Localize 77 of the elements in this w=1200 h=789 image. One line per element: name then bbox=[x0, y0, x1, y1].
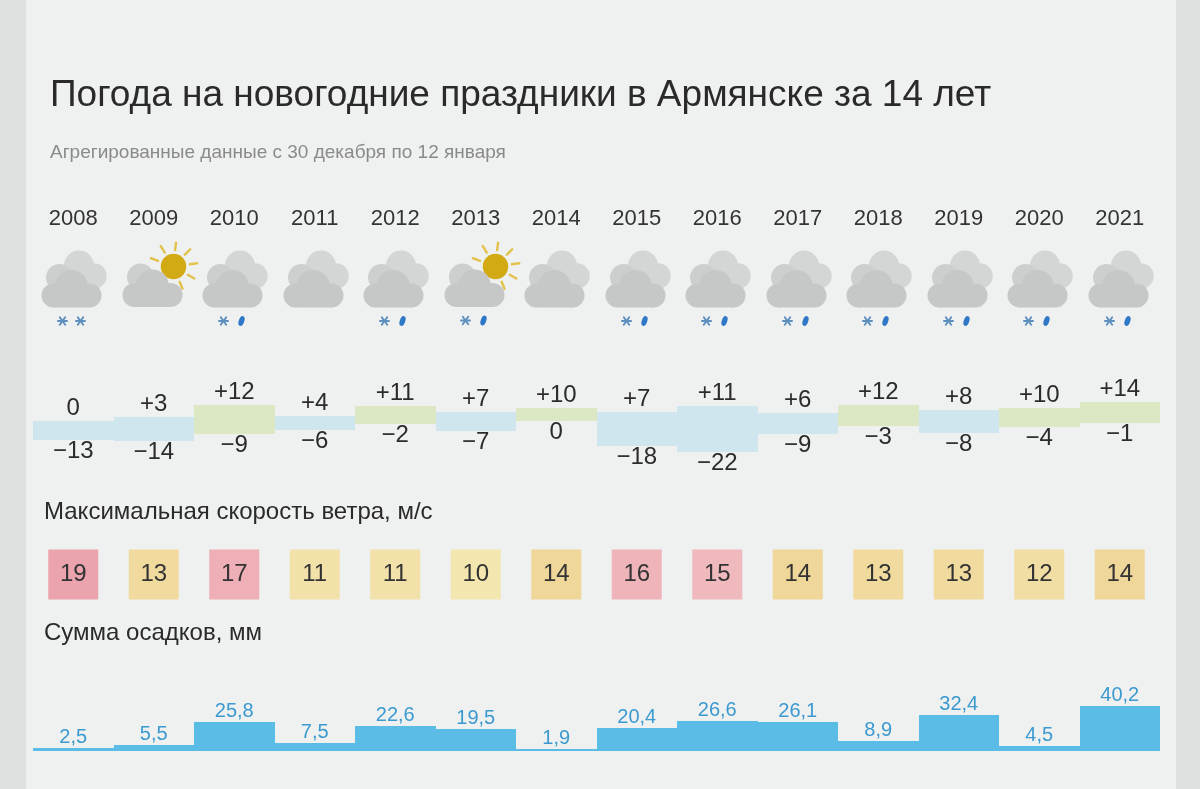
data-label: 7,5 bbox=[300, 719, 329, 742]
data-label: 11 bbox=[302, 558, 328, 586]
data-label: −2 bbox=[381, 420, 409, 448]
data-label: 19,5 bbox=[456, 706, 496, 729]
data-label: 26,1 bbox=[778, 698, 818, 721]
data-label: 22,6 bbox=[375, 702, 415, 725]
data-label: 13 bbox=[864, 558, 892, 586]
data-label: +10 bbox=[535, 379, 577, 407]
x-tick-label: 2016 bbox=[692, 204, 742, 230]
bar bbox=[838, 404, 919, 422]
data-label: +7 bbox=[623, 383, 651, 411]
data-label: 0 bbox=[549, 417, 563, 445]
data-label: 32,4 bbox=[939, 691, 979, 714]
data-label: +12 bbox=[857, 376, 899, 404]
data-label: −1 bbox=[1106, 418, 1134, 446]
data-label: 10 bbox=[462, 558, 490, 586]
data-label: 2,5 bbox=[59, 725, 88, 748]
x-tick-label: 2014 bbox=[531, 204, 581, 230]
data-label: +10 bbox=[1018, 379, 1060, 407]
data-label: 13 bbox=[945, 558, 973, 586]
data-label: −6 bbox=[301, 425, 329, 453]
data-label: 4,5 bbox=[1025, 722, 1054, 745]
x-tick-label: 2019 bbox=[934, 204, 984, 230]
x-tick-label: 2008 bbox=[48, 204, 98, 230]
data-label: 0 bbox=[66, 393, 80, 421]
data-label: 20,4 bbox=[617, 705, 657, 728]
data-label: +6 bbox=[784, 385, 812, 413]
data-label: +12 bbox=[213, 376, 255, 404]
data-label: 15 bbox=[703, 558, 731, 586]
x-tick-label: 2018 bbox=[853, 204, 903, 230]
x-tick-label: 2010 bbox=[209, 204, 259, 230]
data-label: −8 bbox=[945, 428, 973, 456]
data-label: 8,9 bbox=[864, 717, 893, 740]
data-label: −9 bbox=[220, 429, 248, 457]
chart-title: Погода на новогодние праздники в Армянске за 14 лет bbox=[50, 72, 992, 114]
x-tick-label: 2015 bbox=[612, 204, 662, 230]
data-label: +11 bbox=[697, 378, 737, 406]
data-label: 25,8 bbox=[214, 698, 254, 721]
data-label: 1,9 bbox=[542, 725, 571, 748]
data-label: 17 bbox=[220, 558, 248, 586]
data-label: 5,5 bbox=[139, 721, 168, 744]
x-tick-label: 2012 bbox=[370, 204, 420, 230]
data-label: 26,6 bbox=[697, 698, 737, 721]
bar bbox=[355, 406, 436, 422]
x-tick-label: 2009 bbox=[129, 204, 179, 230]
x-tick-label: 2020 bbox=[1014, 204, 1064, 230]
data-label: +8 bbox=[945, 382, 973, 410]
data-label: 13 bbox=[140, 558, 168, 586]
chart-title: Максимальная скорость ветра, м/с bbox=[44, 496, 433, 524]
data-label: −4 bbox=[1025, 423, 1053, 450]
data-label: +11 bbox=[375, 378, 415, 406]
data-label: 16 bbox=[623, 558, 651, 586]
x-tick-label: 2013 bbox=[451, 204, 501, 230]
data-label: −9 bbox=[784, 429, 812, 457]
data-label: −7 bbox=[462, 427, 490, 455]
data-label: 40,2 bbox=[1100, 682, 1140, 705]
data-label: −22 bbox=[696, 448, 738, 475]
data-label: −3 bbox=[864, 421, 892, 449]
data-label: 14 bbox=[542, 558, 570, 586]
data-label: 19 bbox=[59, 558, 87, 586]
data-label: 14 bbox=[784, 558, 812, 586]
chart-title: Сумма осадков, мм bbox=[44, 617, 262, 645]
x-tick-label: 2011 bbox=[291, 204, 339, 230]
chart-subtitle: Агрегированные данные с 30 декабря по 12 января bbox=[50, 140, 506, 162]
data-label: +4 bbox=[301, 387, 329, 415]
data-label: −13 bbox=[52, 435, 94, 463]
data-label: +3 bbox=[140, 389, 168, 417]
data-label: +7 bbox=[462, 383, 490, 411]
data-label: 11 bbox=[382, 558, 408, 586]
data-label: −14 bbox=[133, 436, 175, 464]
data-label: 12 bbox=[1025, 558, 1053, 586]
data-label: +14 bbox=[1099, 374, 1141, 401]
x-tick-label: 2021 bbox=[1095, 204, 1145, 230]
data-label: 14 bbox=[1106, 558, 1134, 586]
bar bbox=[516, 407, 597, 422]
data-label: −18 bbox=[616, 442, 658, 470]
x-tick-label: 2017 bbox=[773, 204, 823, 230]
